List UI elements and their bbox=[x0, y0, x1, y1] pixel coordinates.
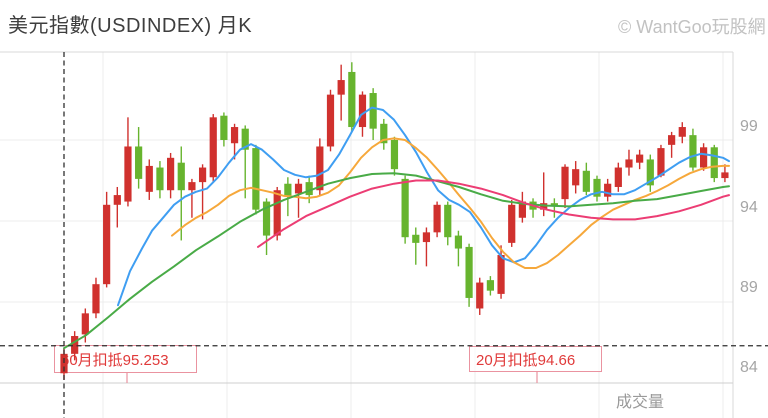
y-axis-tick-84: 84 bbox=[740, 359, 758, 376]
deduction-annotation-20-month-label: 20月扣抵94.66 bbox=[476, 351, 576, 369]
deduction-annotation-60-month: 60月扣抵95.253 bbox=[54, 345, 197, 373]
y-axis-tick-89: 89 bbox=[740, 279, 758, 296]
deduction-annotation-20-month: 20月扣抵94.66 bbox=[469, 346, 602, 372]
y-axis-tick-99: 99 bbox=[740, 118, 758, 135]
deduction-annotation-60-month-label: 60月扣抵95.253 bbox=[61, 351, 169, 369]
volume-pane-label: 成交量 bbox=[616, 394, 665, 411]
wantgoo-watermark: © WantGoo玩股網 bbox=[618, 17, 766, 37]
chart-title: 美元指數(USDINDEX) 月K bbox=[8, 15, 253, 37]
y-axis-tick-94: 94 bbox=[740, 199, 758, 216]
